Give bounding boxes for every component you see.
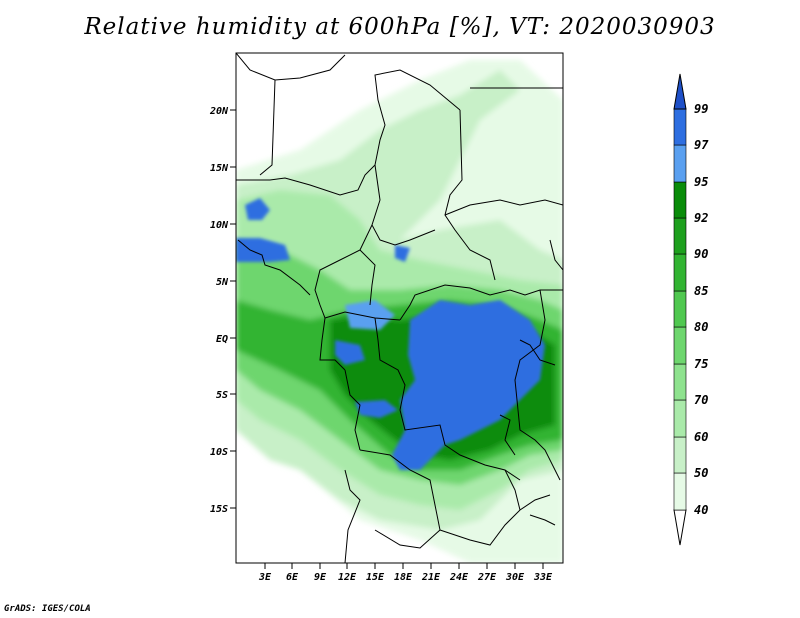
colorbar-segment bbox=[673, 363, 687, 401]
colorbar-label: 40 bbox=[694, 503, 708, 517]
colorbar-lower-arrow bbox=[673, 509, 687, 546]
colorbar-label: 70 bbox=[694, 393, 708, 407]
colorbar-segment bbox=[673, 253, 687, 292]
colorbar-upper-arrow bbox=[673, 73, 687, 110]
lat-tick-label: 10N bbox=[210, 220, 229, 231]
lat-tick-label: 20N bbox=[209, 106, 229, 117]
rh-95-region bbox=[355, 400, 398, 418]
colorbar-segment bbox=[673, 181, 687, 219]
lon-tick-label: 9E bbox=[314, 572, 327, 583]
colorbar-label: 92 bbox=[694, 211, 708, 225]
country-borders bbox=[236, 53, 563, 563]
rh-95-region bbox=[245, 198, 270, 220]
colorbar-label: 99 bbox=[694, 102, 708, 116]
colorbar-label: 85 bbox=[694, 284, 708, 298]
chart-title: Relative humidity at 600hPa [%], VT: 202… bbox=[84, 14, 716, 40]
lon-tick-label: 30E bbox=[505, 572, 525, 583]
lat-tick-label: 5S bbox=[216, 390, 228, 401]
map-frame bbox=[235, 52, 564, 564]
colorbar-label: 75 bbox=[694, 357, 708, 371]
colorbar-label: 90 bbox=[694, 247, 708, 261]
rh-95-region bbox=[335, 340, 365, 365]
lon-tick-label: 33E bbox=[533, 572, 553, 583]
lat-tick-label: 5N bbox=[216, 277, 229, 288]
lat-tick-label: 15S bbox=[210, 504, 228, 515]
colorbar-segment bbox=[673, 290, 687, 328]
colorbar-segment bbox=[673, 399, 687, 438]
lon-tick-label: 15E bbox=[366, 572, 385, 583]
rh-95-region bbox=[236, 238, 290, 262]
lat-tick-label: 15N bbox=[210, 163, 229, 174]
colorbar-segment bbox=[673, 436, 687, 474]
colorbar-label: 95 bbox=[694, 175, 708, 189]
rh-95-region bbox=[392, 300, 545, 470]
lon-tick-label: 24E bbox=[449, 572, 469, 583]
colorbar-label: 97 bbox=[694, 138, 709, 152]
colorbar-segment bbox=[673, 326, 687, 365]
latitude-axis: 20N 15N 10N 5N EQ 5S 10S 15S bbox=[209, 106, 236, 515]
lat-tick-label: EQ bbox=[216, 334, 228, 345]
rh-95-region bbox=[395, 245, 410, 262]
colorbar-segment bbox=[673, 144, 687, 183]
colorbar-label: 60 bbox=[694, 430, 708, 444]
colorbar-label: 80 bbox=[694, 320, 708, 334]
humidity-field bbox=[236, 53, 563, 563]
colorbar: 40 50 60 70 75 80 85 90 92 95 97 99 bbox=[673, 73, 709, 546]
rh-95-region bbox=[345, 300, 395, 330]
colorbar-label: 50 bbox=[694, 466, 708, 480]
grads-credit: GrADS: IGES/COLA bbox=[4, 604, 91, 614]
lon-tick-label: 3E bbox=[258, 572, 272, 583]
longitude-axis: 3E 6E 9E 12E 15E 18E 21E 24E 27E 30E 33E bbox=[258, 563, 553, 583]
colorbar-segment bbox=[673, 472, 687, 511]
colorbar-segment bbox=[673, 217, 687, 255]
colorbar-segment bbox=[673, 108, 687, 146]
lat-tick-label: 10S bbox=[210, 447, 228, 458]
lon-tick-label: 12E bbox=[338, 572, 357, 583]
lon-tick-label: 18E bbox=[394, 572, 413, 583]
lon-tick-label: 27E bbox=[477, 572, 497, 583]
lon-tick-label: 6E bbox=[286, 572, 299, 583]
lon-tick-label: 21E bbox=[421, 572, 441, 583]
